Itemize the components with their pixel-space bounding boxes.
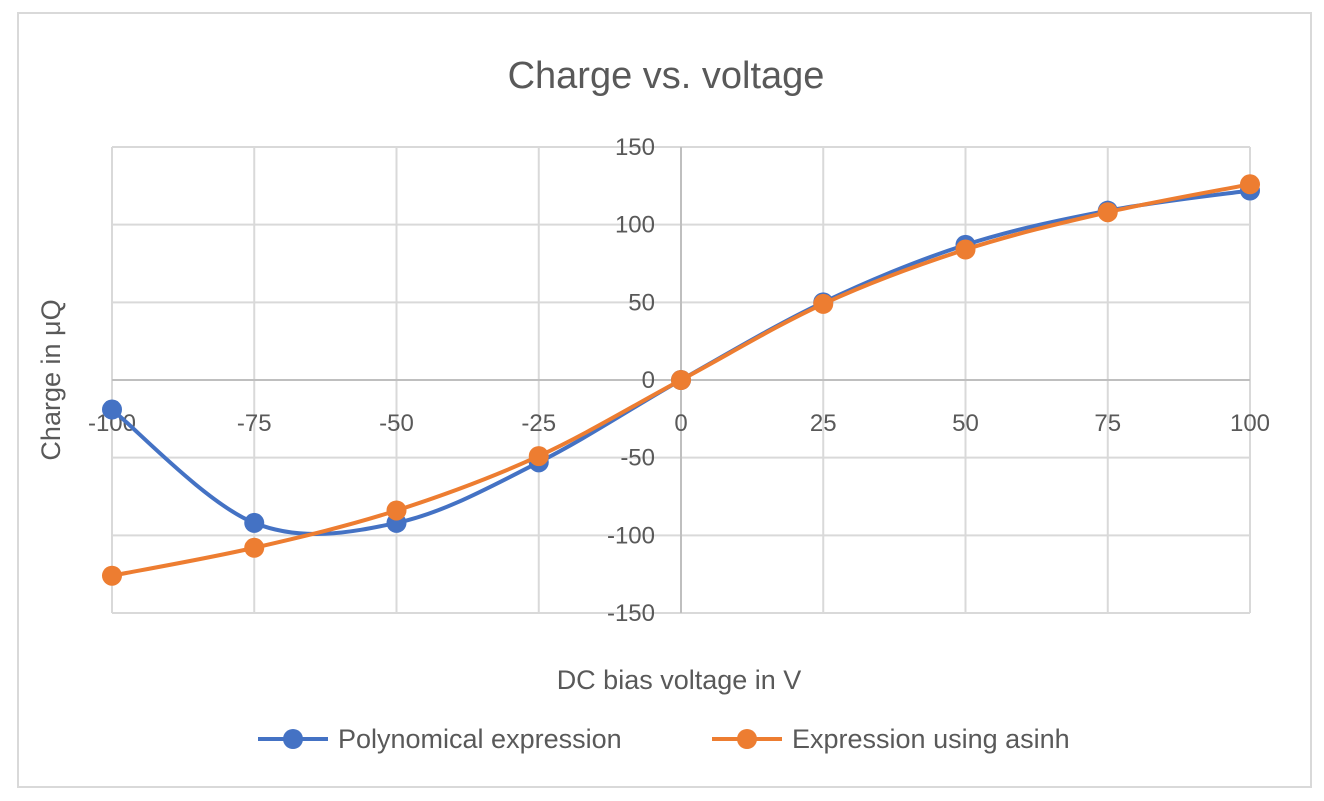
y-tick-label: 150 — [615, 134, 655, 161]
x-tick-label: -75 — [237, 410, 272, 437]
data-point — [528, 446, 549, 467]
x-tick-label: -50 — [379, 410, 414, 437]
data-point — [102, 399, 122, 420]
x-tick-label: 25 — [810, 410, 837, 437]
legend-marker — [283, 729, 303, 749]
x-axis-label: DC bias voltage in V — [557, 665, 802, 695]
x-tick-label: 0 — [674, 410, 687, 437]
data-point — [386, 500, 407, 521]
data-point — [1240, 174, 1260, 195]
data-point — [671, 370, 691, 390]
y-tick-label: -50 — [620, 445, 655, 472]
legend: Polynomical expression Expression using a… — [258, 724, 1070, 754]
legend-label: Polynomical expression — [338, 724, 622, 754]
y-tick-label: -150 — [607, 600, 655, 627]
legend-marker — [737, 729, 757, 749]
x-tick-label: -25 — [521, 410, 556, 437]
series-2 — [102, 174, 1260, 586]
data-point — [102, 565, 122, 586]
y-axis-label: Charge in μQ — [36, 299, 66, 460]
y-tick-label: -100 — [607, 522, 655, 549]
data-point — [244, 537, 265, 558]
data-point — [955, 239, 976, 260]
data-point — [813, 293, 834, 314]
chart-frame — [17, 12, 1312, 788]
data-point — [244, 512, 265, 533]
series — [102, 174, 1260, 586]
y-tick-label: 0 — [642, 367, 655, 394]
y-tick-label: 50 — [628, 289, 655, 316]
x-tick-label: 75 — [1094, 410, 1121, 437]
data-point — [1097, 202, 1118, 223]
legend-label: Expression using asinh — [792, 724, 1070, 754]
chart-title: Charge vs. voltage — [508, 55, 825, 97]
y-tick-label: 100 — [615, 212, 655, 239]
x-tick-label: 50 — [952, 410, 979, 437]
x-tick-label: 100 — [1230, 410, 1270, 437]
